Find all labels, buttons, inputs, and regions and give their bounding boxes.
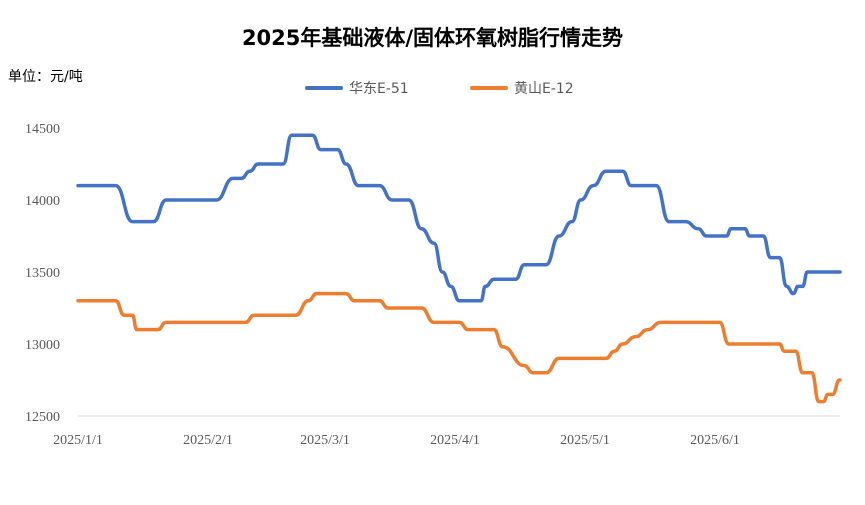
y-tick-label: 14500 xyxy=(25,122,60,137)
x-tick-label: 2025/1/1 xyxy=(53,433,103,448)
series-line-1 xyxy=(76,133,842,303)
chart-title: 2025年基础液体/固体环氧树脂行情走势 xyxy=(241,26,624,50)
unit-label: 单位：元/吨 xyxy=(8,69,83,85)
legend-swatch-series-1 xyxy=(305,86,343,90)
legend-label-series-2: 黄山E-12 xyxy=(514,81,574,97)
y-tick-label: 13500 xyxy=(25,266,60,281)
x-tick-label: 2025/6/1 xyxy=(690,433,740,448)
y-tick-label: 14000 xyxy=(25,194,60,209)
legend: 华东E-51 黄山E-12 xyxy=(0,78,865,98)
legend-item-series-2: 黄山E-12 xyxy=(470,78,574,98)
series-line-2 xyxy=(76,291,842,404)
x-tick-label: 2025/5/1 xyxy=(560,433,610,448)
x-tick-label: 2025/4/1 xyxy=(430,433,480,448)
x-tick-label: 2025/3/1 xyxy=(300,433,350,448)
legend-label-series-1: 华东E-51 xyxy=(349,81,409,97)
y-tick-label: 13000 xyxy=(25,338,60,353)
x-tick-label: 2025/2/1 xyxy=(183,433,233,448)
legend-item-series-1: 华东E-51 xyxy=(305,78,409,98)
y-tick-label: 12500 xyxy=(25,410,60,425)
legend-swatch-series-2 xyxy=(470,86,508,90)
